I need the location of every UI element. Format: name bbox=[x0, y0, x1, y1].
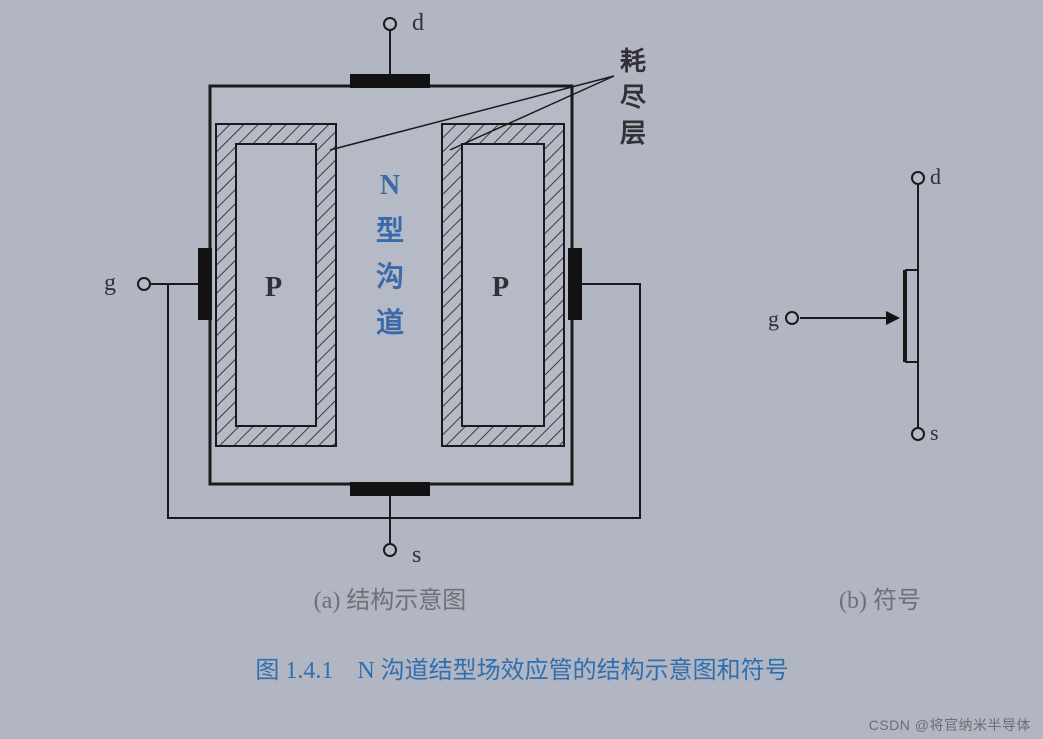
drain-contact bbox=[350, 74, 430, 88]
caption-b: (b) 符号 bbox=[839, 587, 921, 614]
p-label-left: P bbox=[265, 272, 282, 303]
page-canvas: P Pd s g N型沟道 耗尽层 d s g (a) 结构示意图 (b) 符号图 1.4.1 N … bbox=[0, 0, 1043, 739]
d-terminal-label: d bbox=[412, 10, 424, 36]
symbol-g-circle bbox=[786, 312, 798, 324]
symbol-s-circle bbox=[912, 428, 924, 440]
channel-label-char: N bbox=[380, 170, 400, 201]
symbol-d-circle bbox=[912, 172, 924, 184]
depletion-label-char: 层 bbox=[620, 119, 646, 148]
symbol-d-label: d bbox=[930, 164, 941, 189]
channel-label-char: 道 bbox=[376, 306, 404, 339]
figure-title: 图 1.4.1 N 沟道结型场效应管的结构示意图和符号 bbox=[255, 657, 788, 684]
g-terminal-label: g bbox=[104, 270, 116, 296]
s-terminal-label: s bbox=[412, 542, 421, 568]
p-label-right: P bbox=[492, 272, 509, 303]
g-terminal-circle bbox=[138, 278, 150, 290]
source-contact bbox=[350, 482, 430, 496]
gate-contact-right bbox=[568, 248, 582, 320]
channel-label-char: 型 bbox=[376, 215, 404, 247]
depletion-label-char: 尽 bbox=[620, 83, 647, 112]
d-terminal-circle bbox=[384, 18, 396, 30]
symbol-s-label: s bbox=[930, 420, 939, 445]
channel-label-char: 沟 bbox=[376, 261, 404, 293]
symbol-g-label: g bbox=[768, 306, 779, 331]
gate-contact-left bbox=[198, 248, 212, 320]
watermark-text: CSDN @将官纳米半导体 bbox=[869, 715, 1031, 735]
s-terminal-circle bbox=[384, 544, 396, 556]
caption-a: (a) 结构示意图 bbox=[314, 587, 467, 614]
diagram-svg: P Pd s g N型沟道 耗尽层 d s g (a) 结构示意图 (b) 符号图 1.4.1 N … bbox=[0, 0, 1043, 739]
depletion-label-char: 耗 bbox=[620, 47, 646, 76]
